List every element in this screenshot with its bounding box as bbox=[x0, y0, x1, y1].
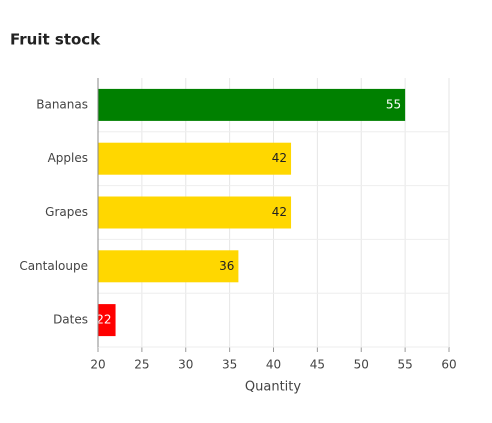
bar bbox=[98, 196, 292, 229]
y-tick-label: Bananas bbox=[36, 97, 88, 111]
value-label: 22 bbox=[96, 313, 111, 327]
x-tick-label: 35 bbox=[222, 358, 237, 372]
bar bbox=[98, 142, 292, 175]
value-label: 42 bbox=[272, 205, 287, 219]
chart-title: Fruit stock bbox=[10, 31, 101, 49]
y-tick-label: Grapes bbox=[45, 205, 88, 219]
x-tick-label: 45 bbox=[310, 358, 325, 372]
y-tick-label: Cantaloupe bbox=[19, 259, 88, 273]
x-tick-label: 40 bbox=[266, 358, 281, 372]
x-axis-title: Quantity bbox=[245, 380, 301, 395]
x-tick-label: 20 bbox=[90, 358, 105, 372]
x-tick-label: 50 bbox=[354, 358, 369, 372]
x-tick-label: 60 bbox=[441, 358, 456, 372]
x-tick-label: 25 bbox=[134, 358, 149, 372]
x-tick-label: 55 bbox=[397, 358, 412, 372]
bar bbox=[98, 250, 239, 283]
value-label: 42 bbox=[272, 151, 287, 165]
bar bbox=[98, 88, 406, 121]
x-tick-label: 30 bbox=[178, 358, 193, 372]
value-label: 55 bbox=[386, 97, 401, 111]
y-tick-label: Dates bbox=[53, 313, 88, 327]
y-tick-label: Apples bbox=[48, 151, 88, 165]
bar bbox=[98, 304, 116, 337]
value-label: 36 bbox=[219, 259, 234, 273]
